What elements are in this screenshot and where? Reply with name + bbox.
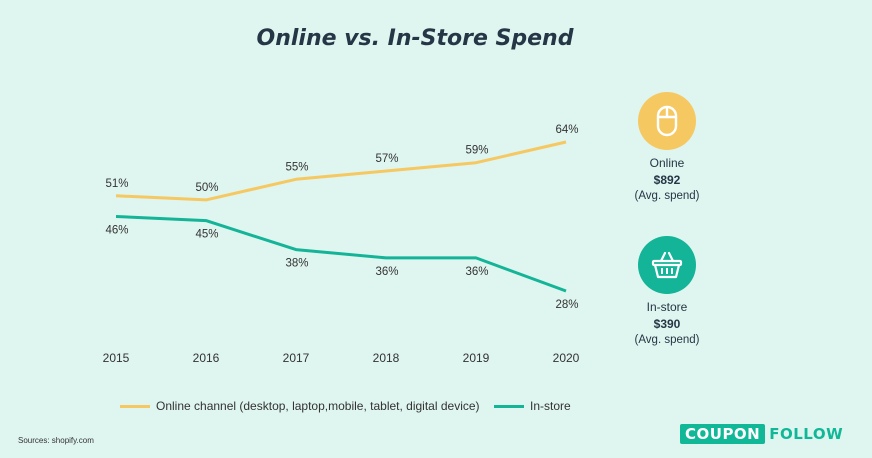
data-label-online: 51% bbox=[105, 178, 128, 190]
x-tick-label: 2016 bbox=[193, 351, 220, 365]
x-tick-label: 2018 bbox=[373, 351, 400, 365]
legend-label-online: Online channel (desktop, laptop,mobile, … bbox=[156, 399, 480, 413]
instore-summary: In-store $390 (Avg. spend) bbox=[612, 236, 722, 346]
instore-summary-label: In-store bbox=[646, 300, 688, 314]
x-tick-label: 2019 bbox=[463, 351, 490, 365]
x-tick-label: 2015 bbox=[103, 351, 130, 365]
data-label-online: 59% bbox=[465, 145, 488, 157]
legend-swatch-online bbox=[120, 404, 150, 408]
data-label-instore: 45% bbox=[195, 229, 218, 241]
mouse-icon bbox=[638, 92, 696, 150]
legend-item-online: Online channel (desktop, laptop,mobile, … bbox=[120, 399, 480, 413]
logo-box-text: COUPON bbox=[680, 424, 766, 444]
series-line-online bbox=[115, 140, 567, 202]
online-summary-label: Online bbox=[649, 156, 685, 170]
online-summary-amount: $892 bbox=[653, 173, 681, 187]
chart-title: Online vs. In-Store Spend bbox=[256, 26, 574, 51]
data-label-instore: 46% bbox=[105, 225, 128, 237]
legend-label-instore: In-store bbox=[530, 399, 571, 413]
data-label-instore: 28% bbox=[555, 299, 578, 311]
online-summary: Online $892 (Avg. spend) bbox=[612, 92, 722, 202]
instore-summary-note: (Avg. spend) bbox=[634, 334, 700, 346]
data-label-instore: 36% bbox=[465, 266, 488, 278]
data-label-online: 57% bbox=[375, 153, 398, 165]
data-label-instore: 36% bbox=[375, 266, 398, 278]
couponfollow-logo: COUPON FOLLOW bbox=[680, 424, 843, 444]
basket-icon bbox=[638, 236, 696, 294]
source-note: Sources: shopify.com bbox=[18, 436, 94, 445]
data-label-online: 50% bbox=[195, 182, 218, 194]
legend-swatch-instore bbox=[494, 404, 524, 408]
data-label-online: 55% bbox=[285, 161, 308, 173]
x-tick-label: 2020 bbox=[553, 351, 580, 365]
x-tick-label: 2017 bbox=[283, 351, 310, 365]
data-label-instore: 38% bbox=[285, 258, 308, 270]
logo-rest-text: FOLLOW bbox=[769, 425, 844, 443]
instore-summary-amount: $390 bbox=[653, 317, 681, 331]
series-line-instore bbox=[115, 215, 567, 293]
legend-item-instore: In-store bbox=[494, 399, 571, 413]
data-label-online: 64% bbox=[555, 124, 578, 136]
online-summary-note: (Avg. spend) bbox=[634, 190, 700, 202]
